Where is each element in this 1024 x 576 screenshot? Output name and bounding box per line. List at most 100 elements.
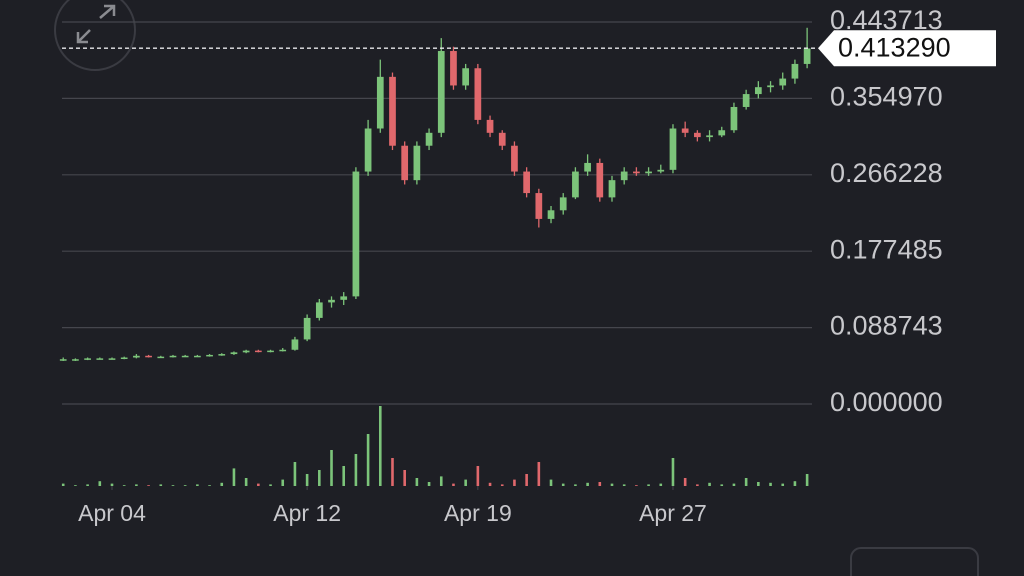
volume-bar (366, 434, 370, 486)
volume-bar (610, 483, 614, 486)
candle-body (572, 171, 579, 198)
expand-button[interactable] (54, 0, 136, 71)
volume-bar (196, 484, 199, 486)
corner-button[interactable] (850, 547, 979, 576)
candle-body (303, 317, 311, 340)
volume-bar (720, 484, 724, 486)
volume-bar (281, 479, 285, 486)
candle-body (108, 358, 116, 360)
candle-body (206, 354, 213, 357)
last-price-tag (818, 30, 996, 67)
candle-body (730, 106, 738, 131)
volume-bar (488, 482, 492, 486)
volume-bar (147, 485, 150, 486)
volume-bar (659, 483, 663, 486)
volume-bar (61, 483, 65, 486)
x-tick-label: Apr 19 (444, 500, 512, 526)
y-tick-label: 0.443713 (830, 5, 943, 35)
candle-body (72, 359, 79, 361)
candle-body (633, 171, 640, 174)
volume-bar (500, 484, 504, 486)
candle-body (120, 357, 128, 360)
volume-bar (98, 481, 102, 486)
volume-bar (293, 462, 297, 486)
volume-bar (378, 406, 382, 486)
volume-bar (586, 482, 589, 486)
candle-body (669, 128, 677, 170)
candle-body (657, 169, 665, 172)
candle-body (681, 128, 689, 133)
candle-body (608, 180, 616, 198)
volume-bar (476, 466, 480, 486)
volume-bar (244, 478, 248, 486)
x-tick-label: Apr 27 (639, 500, 707, 526)
volume-bar (464, 479, 467, 486)
candle-body (376, 76, 384, 129)
candle-body (547, 210, 555, 219)
volume-bar (208, 485, 211, 486)
candle-body (242, 350, 250, 353)
volume-bar (171, 485, 175, 486)
candle-body (694, 132, 701, 138)
volume-bar (683, 478, 687, 486)
volume-bar (537, 462, 541, 486)
candle-body (315, 302, 323, 318)
volume-bar (732, 483, 736, 486)
candle-body (742, 94, 750, 107)
volume-bar (257, 483, 260, 486)
candle-body (584, 162, 591, 172)
candle-body (474, 68, 482, 120)
volume-bar (561, 483, 565, 486)
volume-bar (671, 458, 675, 486)
volume-bar (183, 485, 187, 486)
volume-bar (805, 474, 809, 486)
candle-body (791, 63, 799, 79)
candle-body (645, 171, 652, 174)
candle-body (450, 51, 457, 86)
y-tick-label: 0.000000 (830, 387, 943, 417)
candle-body (413, 145, 421, 181)
candle-body (96, 358, 104, 360)
candle-body (291, 339, 299, 350)
volume-bar (354, 454, 358, 486)
candle-body (340, 296, 348, 300)
candle-body (718, 130, 726, 136)
candle-body (181, 355, 189, 358)
candle-body (706, 135, 713, 138)
candle-body (59, 359, 67, 361)
volume-bar (159, 484, 163, 486)
expand-circle (54, 0, 136, 71)
volume-bar (574, 484, 577, 486)
volume-bar (781, 483, 785, 486)
candle-body (511, 145, 518, 172)
candle-body (486, 119, 494, 133)
volume-bar (269, 484, 272, 486)
candle-body (157, 356, 165, 359)
x-tick-label: Apr 04 (78, 500, 146, 526)
volume-bar (647, 484, 650, 486)
volume-bar (696, 484, 699, 486)
candle-body (767, 85, 774, 88)
candle-body (328, 299, 335, 303)
candle-body (803, 48, 811, 64)
candle-body (462, 68, 470, 86)
volume-bar (86, 484, 89, 486)
volume-bar (793, 481, 797, 486)
volume-bar (403, 470, 406, 486)
candle-body (523, 171, 530, 194)
candle-body (169, 355, 177, 358)
volume-bar (769, 482, 772, 486)
candle-body (535, 193, 543, 219)
candle-body (352, 171, 360, 297)
volume-bar (318, 470, 321, 486)
candle-body (425, 132, 433, 146)
volume-bar (415, 478, 419, 486)
candle-body (194, 355, 201, 358)
volume-bar (330, 450, 333, 486)
volume-bar (391, 458, 394, 486)
candle-body (145, 355, 152, 358)
volume-bar (135, 484, 138, 486)
volume-bar (635, 485, 638, 486)
